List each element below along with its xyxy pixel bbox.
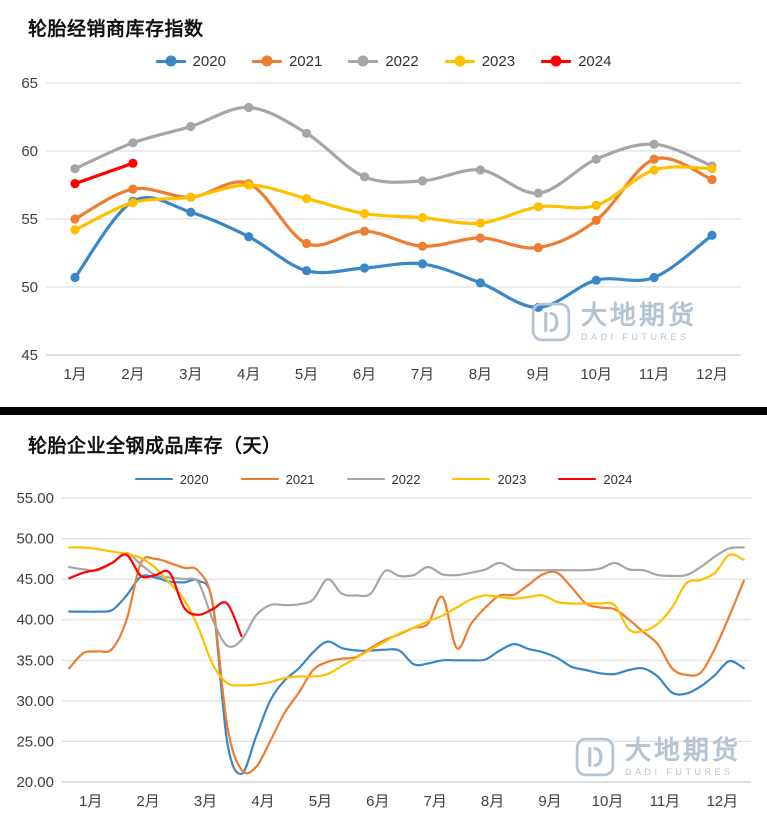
svg-text:1月: 1月 — [79, 793, 102, 810]
svg-text:7月: 7月 — [411, 366, 434, 383]
svg-text:4月: 4月 — [237, 366, 260, 383]
legend-item-2022: 2022 — [346, 471, 421, 487]
legend-item-2022: 2022 — [348, 52, 419, 70]
dealer-inventory-chart: 45 50 55 60 65 1月 2月 3月 4月 5月 6月 7月 8月 9月 10月 11月 12月 大地… — [0, 73, 767, 393]
svg-text:45: 45 — [21, 347, 38, 364]
svg-text:4月: 4月 — [251, 793, 274, 810]
svg-text:10月: 10月 — [592, 793, 624, 810]
svg-text:5月: 5月 — [309, 793, 332, 810]
report-page: 轮胎经销商库存指数 2020 2021 2022 2023 2024 45 50 55 60 6… — [0, 0, 767, 820]
svg-text:65: 65 — [21, 75, 38, 92]
legend-swatch-2023 — [452, 475, 491, 483]
svg-text:11月: 11月 — [650, 793, 681, 810]
svg-text:11月: 11月 — [639, 366, 670, 383]
legend-swatch-2024 — [558, 475, 597, 483]
svg-text:1月: 1月 — [63, 366, 86, 383]
legend-swatch-2021 — [251, 55, 282, 67]
svg-text:50.00: 50.00 — [16, 531, 54, 548]
legend-swatch-2024 — [541, 55, 572, 67]
legend-label: 2020 — [179, 471, 209, 487]
svg-text:8月: 8月 — [481, 793, 504, 810]
svg-text:50: 50 — [21, 279, 38, 296]
svg-text:60: 60 — [21, 143, 38, 160]
svg-text:6月: 6月 — [353, 366, 376, 383]
legend-item-2021: 2021 — [251, 52, 323, 70]
svg-text:2月: 2月 — [121, 366, 144, 383]
svg-text:10月: 10月 — [580, 366, 612, 383]
legend-item-2024: 2024 — [541, 53, 611, 70]
svg-text:8月: 8月 — [469, 366, 492, 383]
legend-item-2024: 2024 — [558, 472, 632, 487]
legend-label: 2023 — [497, 471, 527, 487]
legend-label: 2022 — [385, 52, 419, 70]
chart-legend-steel-tire: 2020 2021 2022 2023 2024 — [0, 468, 767, 490]
svg-text:55.00: 55.00 — [16, 490, 54, 507]
legend-swatch-2021 — [240, 475, 279, 483]
steel-tire-inventory-chart-section: 轮胎企业全钢成品库存（天） 2020 2021 2022 2023 2024 20.00… — [0, 415, 767, 820]
svg-text:40.00: 40.00 — [16, 612, 54, 629]
svg-text:30.00: 30.00 — [16, 693, 54, 710]
chart-legend-dealer: 2020 2021 2022 2023 2024 — [0, 49, 767, 73]
legend-label: 2024 — [603, 471, 633, 487]
svg-text:3月: 3月 — [194, 793, 217, 810]
svg-text:55: 55 — [21, 211, 38, 228]
chart-title-dealer-inventory: 轮胎经销商库存指数 — [28, 19, 204, 40]
steel-tire-inventory-chart: 20.00 25.00 30.00 35.00 40.00 45.00 50.00 55.00… — [0, 490, 767, 820]
svg-text:45.00: 45.00 — [16, 571, 54, 588]
svg-text:5月: 5月 — [295, 366, 318, 383]
legend-swatch-2022 — [346, 475, 385, 483]
legend-label: 2022 — [391, 471, 421, 487]
svg-text:9月: 9月 — [538, 793, 561, 810]
legend-label: 2020 — [192, 52, 226, 70]
legend-swatch-2022 — [348, 55, 379, 67]
svg-text:25.00: 25.00 — [16, 733, 54, 750]
legend-label: 2021 — [288, 52, 323, 70]
dealer-inventory-chart-section: 轮胎经销商库存指数 2020 2021 2022 2023 2024 45 50 55 60 6… — [0, 0, 767, 393]
svg-text:35.00: 35.00 — [16, 652, 54, 669]
svg-text:6月: 6月 — [366, 793, 389, 810]
legend-item-2021: 2021 — [240, 471, 315, 487]
legend-item-2023: 2023 — [444, 52, 516, 70]
svg-text:9月: 9月 — [527, 366, 550, 383]
legend-label: 2021 — [285, 471, 315, 487]
legend-item-2023: 2023 — [452, 472, 526, 487]
dealer-inventory-line-chart-canvas: 45 50 55 60 65 1月 2月 3月 4月 5月 6月 7月 8月 9月 10月 11月 12月 — [21, 75, 741, 383]
svg-text:7月: 7月 — [424, 793, 447, 810]
legend-swatch-2020 — [134, 475, 173, 483]
legend-swatch-2020 — [155, 55, 186, 67]
steel-tire-inventory-line-chart-canvas: 20.00 25.00 30.00 35.00 40.00 45.00 50.00 55.00… — [16, 490, 751, 810]
legend-item-2020: 2020 — [134, 471, 209, 487]
legend-swatch-2023 — [444, 55, 475, 67]
svg-text:2月: 2月 — [136, 793, 159, 810]
section-divider — [0, 407, 767, 415]
legend-item-2020: 2020 — [155, 52, 226, 70]
chart-title-steel-tire-inventory: 轮胎企业全钢成品库存（天） — [28, 436, 282, 457]
svg-text:3月: 3月 — [179, 366, 202, 383]
svg-text:20.00: 20.00 — [16, 774, 54, 791]
legend-label: 2023 — [481, 52, 516, 70]
svg-text:12月: 12月 — [696, 366, 728, 383]
svg-text:12月: 12月 — [706, 793, 738, 810]
legend-label: 2024 — [578, 52, 612, 70]
